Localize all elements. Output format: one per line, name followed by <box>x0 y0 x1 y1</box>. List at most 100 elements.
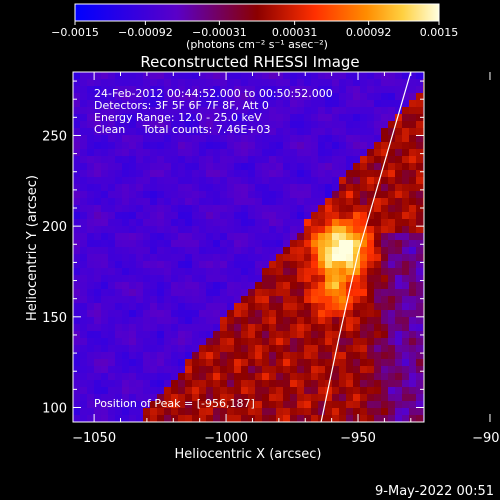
heatmap-cell <box>185 408 193 416</box>
heatmap-cell <box>101 240 109 248</box>
heatmap-cell <box>199 205 207 213</box>
heatmap-cell <box>255 233 263 241</box>
heatmap-cell <box>227 93 235 101</box>
heatmap-cell <box>129 282 137 290</box>
heatmap-cell <box>241 345 249 353</box>
heatmap-cell <box>199 79 207 87</box>
heatmap-cell <box>94 296 102 304</box>
heatmap-cell <box>227 100 235 108</box>
heatmap-cell <box>129 254 137 262</box>
heatmap-cell <box>122 240 130 248</box>
heatmap-cell <box>122 401 130 409</box>
heatmap-cell <box>108 79 116 87</box>
plot-frame <box>72 71 425 423</box>
heatmap-cell <box>178 310 186 318</box>
heatmap-cell <box>325 149 333 157</box>
heatmap-cell <box>248 156 256 164</box>
image-area <box>73 72 424 422</box>
heatmap-cell <box>360 380 368 388</box>
heatmap-cell <box>402 100 410 108</box>
heatmap-cell <box>206 296 214 304</box>
heatmap-cell <box>318 345 326 353</box>
heatmap-cell <box>73 128 81 136</box>
heatmap-cell <box>353 331 361 339</box>
heatmap-cell <box>262 359 270 367</box>
heatmap-cell <box>185 212 193 220</box>
heatmap-cell <box>276 359 284 367</box>
heatmap-cell <box>297 408 305 416</box>
heatmap-cell <box>416 240 424 248</box>
heatmap-cell <box>108 415 116 422</box>
heatmap-cell <box>297 338 305 346</box>
heatmap-cell <box>360 373 368 381</box>
heatmap-cell <box>332 177 340 185</box>
heatmap-cell <box>269 191 277 199</box>
heatmap-cell <box>409 373 417 381</box>
heatmap-cell <box>115 100 123 108</box>
heatmap-cell <box>192 387 200 395</box>
heatmap-cell <box>115 303 123 311</box>
heatmap-cell <box>346 184 354 192</box>
heatmap-cell <box>129 100 137 108</box>
heatmap-cell <box>381 184 389 192</box>
heatmap-cell <box>136 135 144 143</box>
heatmap-cell <box>108 366 116 374</box>
heatmap-cell <box>150 191 158 199</box>
heatmap-cell <box>367 100 375 108</box>
heatmap-cell <box>241 72 249 80</box>
heatmap-cell <box>171 100 179 108</box>
heatmap-cell <box>325 177 333 185</box>
heatmap-cell <box>87 198 95 206</box>
heatmap-cell <box>164 303 172 311</box>
heatmap-cell <box>290 289 298 297</box>
heatmap-cell <box>346 205 354 213</box>
heatmap-cell <box>248 317 256 325</box>
heatmap-cell <box>227 128 235 136</box>
heatmap-cell <box>80 240 88 248</box>
heatmap-cell <box>269 331 277 339</box>
heatmap-cell <box>269 261 277 269</box>
heatmap-cell <box>206 387 214 395</box>
heatmap-cell <box>115 345 123 353</box>
heatmap-cell <box>143 184 151 192</box>
heatmap-cell <box>304 114 312 122</box>
heatmap-cell <box>227 156 235 164</box>
heatmap-cell <box>255 184 263 192</box>
heatmap-cell <box>283 401 291 409</box>
heatmap-cell <box>206 338 214 346</box>
heatmap-cell <box>388 121 396 129</box>
heatmap-cell <box>290 345 298 353</box>
heatmap-cell <box>213 163 221 171</box>
heatmap-cell <box>311 373 319 381</box>
heatmap-cell <box>262 254 270 262</box>
heatmap-cell <box>192 107 200 115</box>
heatmap-cell <box>395 93 403 101</box>
heatmap-cell <box>220 387 228 395</box>
heatmap-cell <box>157 226 165 234</box>
heatmap-cell <box>297 310 305 318</box>
heatmap-cell <box>108 359 116 367</box>
heatmap-cell <box>255 289 263 297</box>
heatmap-cell <box>395 324 403 332</box>
heatmap-cell <box>143 212 151 220</box>
heatmap-cell <box>185 121 193 129</box>
heatmap-cell <box>80 338 88 346</box>
heatmap-cell <box>129 289 137 297</box>
heatmap-cell <box>409 100 417 108</box>
heatmap-cell <box>248 72 256 80</box>
heatmap-cell <box>199 121 207 129</box>
heatmap-cell <box>332 233 340 241</box>
heatmap-cell <box>129 387 137 395</box>
heatmap-cell <box>87 163 95 171</box>
heatmap-cell <box>269 156 277 164</box>
heatmap-cell <box>199 366 207 374</box>
heatmap-cell <box>73 373 81 381</box>
heatmap-cell <box>416 268 424 276</box>
heatmap-cell <box>143 142 151 150</box>
heatmap-cell <box>178 296 186 304</box>
heatmap-cell <box>318 275 326 283</box>
heatmap-cell <box>409 359 417 367</box>
heatmap-cell <box>80 156 88 164</box>
heatmap-cell <box>311 268 319 276</box>
heatmap-cell <box>143 156 151 164</box>
